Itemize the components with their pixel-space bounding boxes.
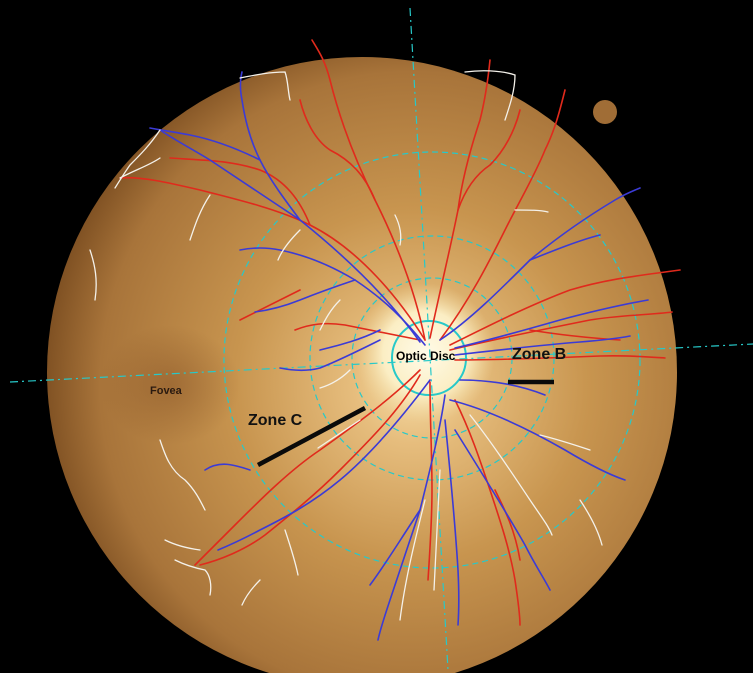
fovea-shadow xyxy=(100,325,240,445)
vein-traces xyxy=(149,71,649,641)
horizontal-axis-line xyxy=(9,343,753,383)
zone-c-circle xyxy=(223,151,641,569)
optic-disc-label: Optic Disc xyxy=(396,349,456,363)
zone-c-label: Zone C xyxy=(248,412,303,429)
artery-traces xyxy=(119,39,681,626)
zone-c-marker xyxy=(256,406,367,467)
zone-b-label: Zone B xyxy=(512,346,567,363)
vertical-axis-line xyxy=(409,7,449,671)
fovea-label: Fovea xyxy=(150,385,182,397)
capillary-traces xyxy=(89,70,603,621)
optic-disc-circle xyxy=(391,320,467,396)
zone-a-circle xyxy=(351,277,513,439)
retina-edge-nub xyxy=(593,100,617,124)
optic-disc-glow xyxy=(355,283,495,423)
